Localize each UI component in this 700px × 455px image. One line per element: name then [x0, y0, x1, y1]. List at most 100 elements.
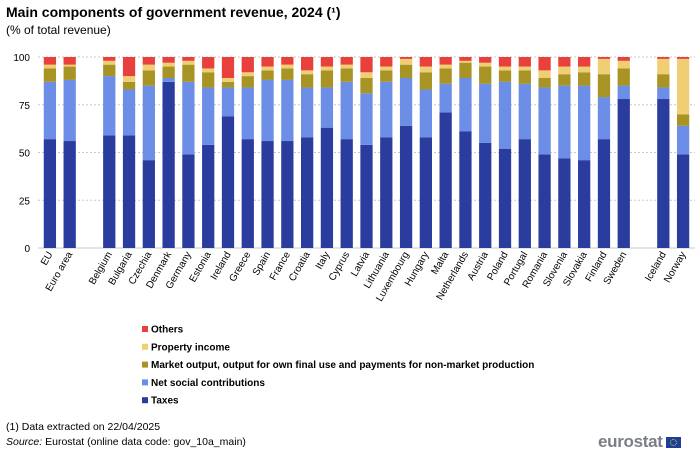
legend-label-net-social-contributions: Net social contributions	[151, 378, 265, 389]
y-tick-label-0: 0	[24, 244, 30, 255]
bar-norway-taxes	[676, 154, 690, 248]
bar-lithuania-market-output-output-for-own-final-use-and-payments-for-non-market-production	[380, 70, 393, 82]
bar-croatia-taxes	[301, 137, 314, 248]
bar-finland-market-output-output-for-own-final-use-and-payments-for-non-market-production	[597, 74, 611, 98]
bar-spain-taxes	[261, 141, 274, 248]
bar-slovenia-others	[558, 57, 571, 67]
bar-lithuania-net-social-contributions	[380, 81, 393, 138]
bar-romania-others	[538, 57, 551, 71]
legend-label-others: Others	[151, 325, 184, 336]
legend-swatch-taxes	[142, 397, 148, 404]
bar-poland-market-output-output-for-own-final-use-and-payments-for-non-market-production	[498, 70, 512, 82]
footnote: (1) Data extracted on 22/04/2025	[6, 421, 161, 433]
chart-title: Main components of government revenue, 2…	[6, 4, 341, 20]
bar-czechia-taxes	[142, 160, 155, 248]
legend-swatch-net-social-contributions	[142, 379, 148, 386]
bar-italy-net-social-contributions	[320, 87, 334, 128]
bar-hungary-taxes	[419, 137, 432, 248]
bar-malta-others	[439, 57, 452, 65]
bar-eu-market-output-output-for-own-final-use-and-payments-for-non-market-production	[43, 68, 57, 82]
bar-croatia-market-output-output-for-own-final-use-and-payments-for-non-market-production	[301, 74, 314, 88]
bar-slovakia-others	[578, 57, 591, 67]
bar-netherlands-property-income	[459, 60, 472, 63]
bar-iceland-net-social-contributions	[657, 87, 670, 100]
bar-czechia-market-output-output-for-own-final-use-and-payments-for-non-market-production	[142, 70, 155, 86]
bar-greece-net-social-contributions	[241, 87, 254, 140]
bar-italy-taxes	[320, 127, 334, 248]
bar-bulgaria-market-output-output-for-own-final-use-and-payments-for-non-market-production	[122, 81, 136, 90]
bar-luxembourg-property-income	[399, 58, 413, 65]
bar-bulgaria-taxes	[122, 135, 136, 248]
bar-austria-property-income	[479, 62, 492, 67]
bar-hungary-property-income	[419, 66, 432, 73]
bar-malta-market-output-output-for-own-final-use-and-payments-for-non-market-production	[439, 68, 452, 84]
bar-sweden-market-output-output-for-own-final-use-and-payments-for-non-market-production	[617, 68, 630, 86]
bar-cyprus-net-social-contributions	[340, 81, 353, 140]
eurostat-logo[interactable]: eurostat	[598, 432, 681, 452]
bar-euro-area-others	[63, 57, 76, 65]
bar-latvia-market-output-output-for-own-final-use-and-payments-for-non-market-production	[360, 78, 373, 94]
bar-netherlands-net-social-contributions	[459, 78, 472, 132]
bar-spain-net-social-contributions	[261, 79, 274, 142]
bar-italy-property-income	[320, 66, 334, 71]
bar-portugal-market-output-output-for-own-final-use-and-payments-for-non-market-production	[518, 70, 531, 84]
bar-austria-net-social-contributions	[479, 83, 492, 143]
bar-germany-net-social-contributions	[182, 81, 195, 155]
bar-czechia-net-social-contributions	[142, 85, 155, 161]
bar-greece-others	[241, 57, 254, 73]
legend-label-market-output-output-for-own-final-use-and-payments-for-non-market-production: Market output, output for own final use …	[151, 360, 534, 371]
bar-ireland-market-output-output-for-own-final-use-and-payments-for-non-market-production	[221, 81, 235, 88]
bar-belgium-net-social-contributions	[103, 76, 116, 136]
bar-austria-market-output-output-for-own-final-use-and-payments-for-non-market-production	[479, 66, 492, 84]
bar-eu-property-income	[43, 64, 57, 69]
bar-belgium-taxes	[103, 135, 116, 248]
bar-germany-market-output-output-for-own-final-use-and-payments-for-non-market-production	[182, 64, 195, 82]
bar-malta-net-social-contributions	[439, 83, 452, 113]
bar-sweden-property-income	[617, 60, 630, 69]
bar-iceland-taxes	[657, 99, 670, 249]
y-tick-label-50: 50	[19, 149, 31, 160]
y-tick-label-75: 75	[19, 101, 31, 112]
bar-denmark-net-social-contributions	[162, 78, 175, 82]
bar-latvia-property-income	[360, 72, 373, 79]
bar-luxembourg-net-social-contributions	[399, 78, 413, 126]
bar-slovakia-market-output-output-for-own-final-use-and-payments-for-non-market-production	[578, 72, 591, 86]
bar-hungary-market-output-output-for-own-final-use-and-payments-for-non-market-production	[419, 72, 432, 90]
bar-greece-taxes	[241, 139, 254, 248]
bar-austria-others	[479, 57, 492, 63]
bar-bulgaria-others	[122, 57, 136, 77]
bar-norway-others	[676, 57, 690, 59]
bar-france-market-output-output-for-own-final-use-and-payments-for-non-market-production	[281, 68, 294, 80]
bar-poland-taxes	[498, 148, 512, 248]
bar-romania-market-output-output-for-own-final-use-and-payments-for-non-market-production	[538, 78, 551, 88]
bar-latvia-net-social-contributions	[360, 93, 373, 145]
bar-romania-property-income	[538, 70, 551, 79]
bar-belgium-others	[103, 57, 116, 61]
bar-norway-net-social-contributions	[676, 125, 690, 155]
bar-lithuania-property-income	[380, 66, 393, 71]
bar-luxembourg-taxes	[399, 125, 413, 248]
bar-ireland-net-social-contributions	[221, 87, 235, 117]
bar-latvia-taxes	[360, 144, 373, 248]
bar-ireland-others	[221, 57, 235, 79]
bar-iceland-property-income	[657, 58, 670, 75]
bar-norway-market-output-output-for-own-final-use-and-payments-for-non-market-production	[676, 114, 690, 126]
bar-denmark-market-output-output-for-own-final-use-and-payments-for-non-market-production	[162, 66, 175, 79]
bar-italy-market-output-output-for-own-final-use-and-payments-for-non-market-production	[320, 70, 334, 88]
eu-flag-icon	[665, 436, 681, 448]
bar-estonia-taxes	[202, 144, 215, 248]
bar-finland-others	[597, 57, 611, 59]
bar-bulgaria-net-social-contributions	[122, 89, 136, 136]
bar-iceland-others	[657, 57, 670, 59]
bar-poland-net-social-contributions	[498, 81, 512, 149]
bar-hungary-net-social-contributions	[419, 89, 432, 138]
bar-germany-others	[182, 57, 195, 61]
y-tick-label-100: 100	[13, 53, 30, 64]
bar-netherlands-taxes	[459, 131, 472, 248]
bar-ireland-property-income	[221, 78, 235, 82]
bar-denmark-taxes	[162, 81, 175, 248]
bar-estonia-property-income	[202, 68, 215, 73]
bar-denmark-others	[162, 57, 175, 63]
x-tick-label-italy: Italy	[314, 250, 333, 271]
